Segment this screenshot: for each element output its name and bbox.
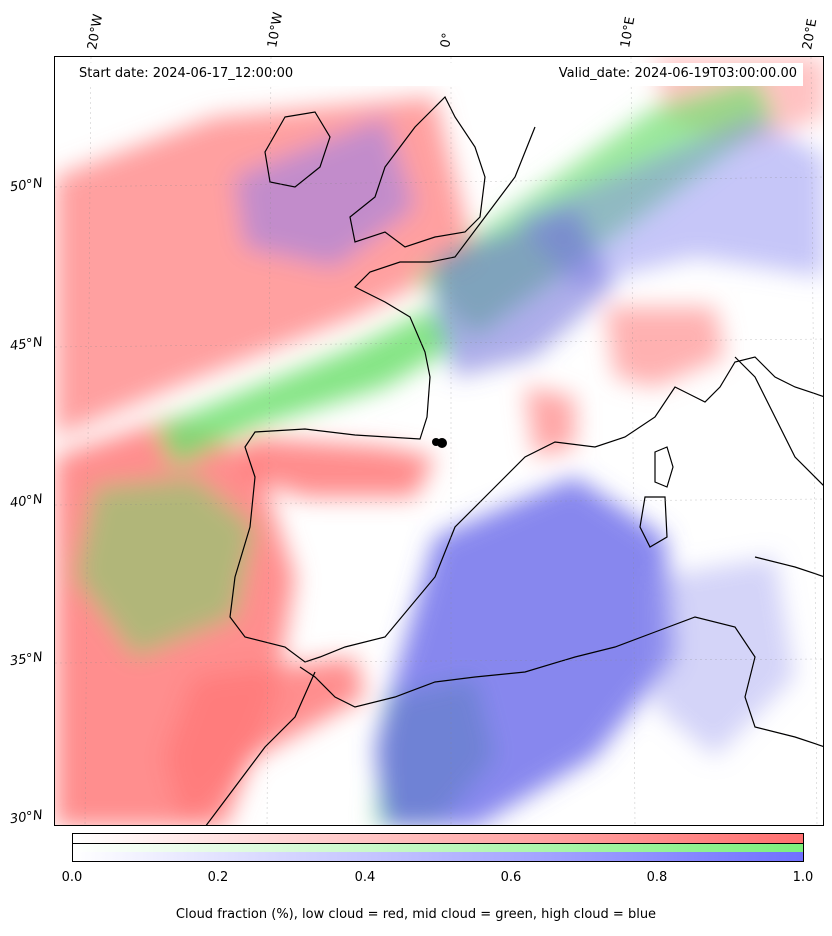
lat-label-40n: 40°N bbox=[9, 491, 44, 512]
lat-label-45n: 45°N bbox=[9, 334, 44, 355]
lon-label-10e: 10°E bbox=[618, 15, 639, 49]
colorbar-tick-04: 0.4 bbox=[354, 870, 376, 885]
lon-label-10w: 10°W bbox=[265, 11, 287, 50]
high-cloud-france bbox=[435, 207, 615, 377]
colorbar-high-cloud bbox=[73, 852, 803, 861]
lat-label-35n: 35°N bbox=[9, 649, 44, 670]
coastline-north-africa bbox=[299, 616, 823, 747]
valid-date-label: Valid_date: 2024-06-19T03:00:00.00 bbox=[558, 66, 797, 81]
high-cloud-tunisia bbox=[655, 557, 795, 757]
date-header: Start date: 2024-06-17_12:00:00 Valid_da… bbox=[73, 63, 803, 86]
mid-cloud-band-central bbox=[155, 307, 455, 467]
low-cloud-bay-of-biscay bbox=[245, 437, 435, 497]
coastlines bbox=[205, 95, 823, 825]
cloud-layers bbox=[55, 57, 823, 825]
coastline-iberia-france bbox=[229, 126, 823, 663]
coastline-italy bbox=[734, 356, 823, 486]
colorbar-tick-06: 0.6 bbox=[500, 870, 522, 885]
coastline-morocco-atlantic bbox=[205, 671, 316, 825]
lat-label-50n: 50°N bbox=[9, 175, 44, 196]
location-marker-2 bbox=[432, 438, 440, 446]
coastline-great-britain bbox=[349, 95, 486, 248]
low-cloud-alps bbox=[605, 307, 725, 387]
cloud-fraction-map bbox=[55, 57, 823, 825]
graticule bbox=[55, 57, 823, 825]
lat-label-30n: 30°N bbox=[9, 807, 44, 828]
mid-cloud-swirl bbox=[75, 477, 255, 657]
low-cloud-gulf-lion bbox=[525, 387, 575, 457]
colorbar-tick-1: 1.0 bbox=[792, 870, 814, 885]
colorbar-caption: Cloud fraction (%), low cloud = red, mid… bbox=[175, 907, 657, 922]
coastline-sardinia bbox=[639, 496, 668, 548]
coastline-ireland bbox=[264, 111, 331, 188]
start-date-label: Start date: 2024-06-17_12:00:00 bbox=[79, 66, 294, 81]
colorbar-low-cloud bbox=[73, 834, 803, 843]
lon-label-20w: 20°W bbox=[85, 13, 107, 52]
high-cloud-mediterranean bbox=[375, 477, 675, 825]
lon-label-20e: 20°E bbox=[800, 17, 821, 52]
colorbar bbox=[72, 833, 804, 862]
map-area[interactable]: Start date: 2024-06-17_12:00:00 Valid_da… bbox=[54, 56, 824, 826]
colorbar-tick-08: 0.8 bbox=[646, 870, 668, 885]
low-cloud-morocco bbox=[165, 657, 365, 825]
lon-label-0: 0° bbox=[438, 31, 456, 49]
high-cloud-ireland bbox=[235, 117, 415, 267]
colorbar-tick-02: 0.2 bbox=[207, 870, 229, 885]
coastline-corsica bbox=[654, 446, 674, 488]
colorbar-tick-0: 0.0 bbox=[61, 870, 83, 885]
